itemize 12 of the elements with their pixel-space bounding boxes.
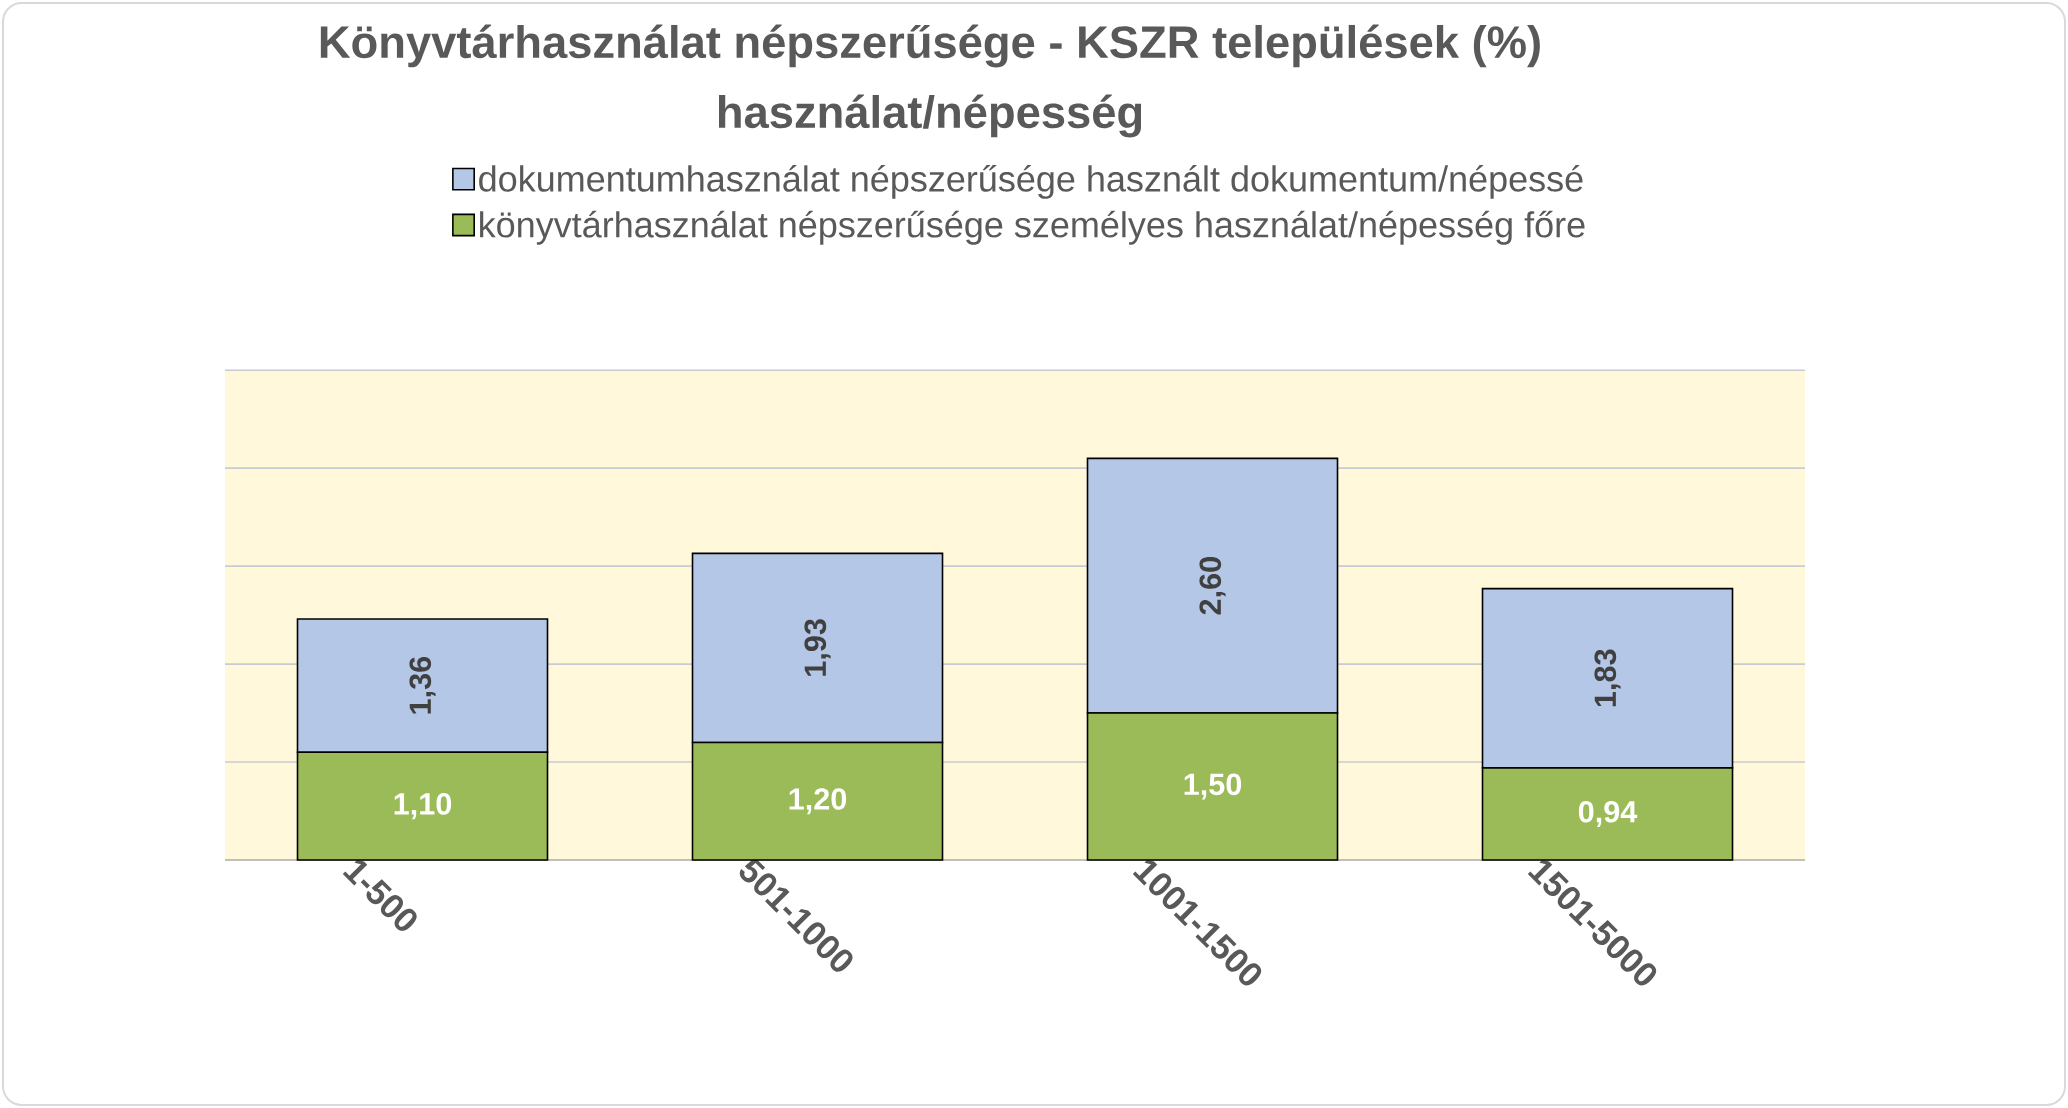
data-label: 1,50 bbox=[1184, 773, 1242, 800]
data-label: 2,60 bbox=[1199, 557, 1226, 615]
data-label: 1,36 bbox=[409, 656, 436, 714]
data-label: 0,94 bbox=[1578, 800, 1638, 828]
legend-label: könyvtárhasználat népszerűsége személyes használat/népesség főre bbox=[480, 210, 1585, 245]
data-label: 1,10 bbox=[394, 793, 452, 820]
chart-title: Könyvtárhasználat népszerűsége - KSZR települések (%) bbox=[320, 24, 1540, 68]
data-label: 1,93 bbox=[804, 619, 831, 676]
data-label: 1,83 bbox=[1594, 649, 1621, 707]
legend-label: dokumentumhasználat népszerűsége használt dokumentum/népessé bbox=[479, 164, 1583, 199]
chart-subtitle: használat/népesség bbox=[719, 94, 1142, 138]
data-label: 1,20 bbox=[789, 788, 847, 815]
